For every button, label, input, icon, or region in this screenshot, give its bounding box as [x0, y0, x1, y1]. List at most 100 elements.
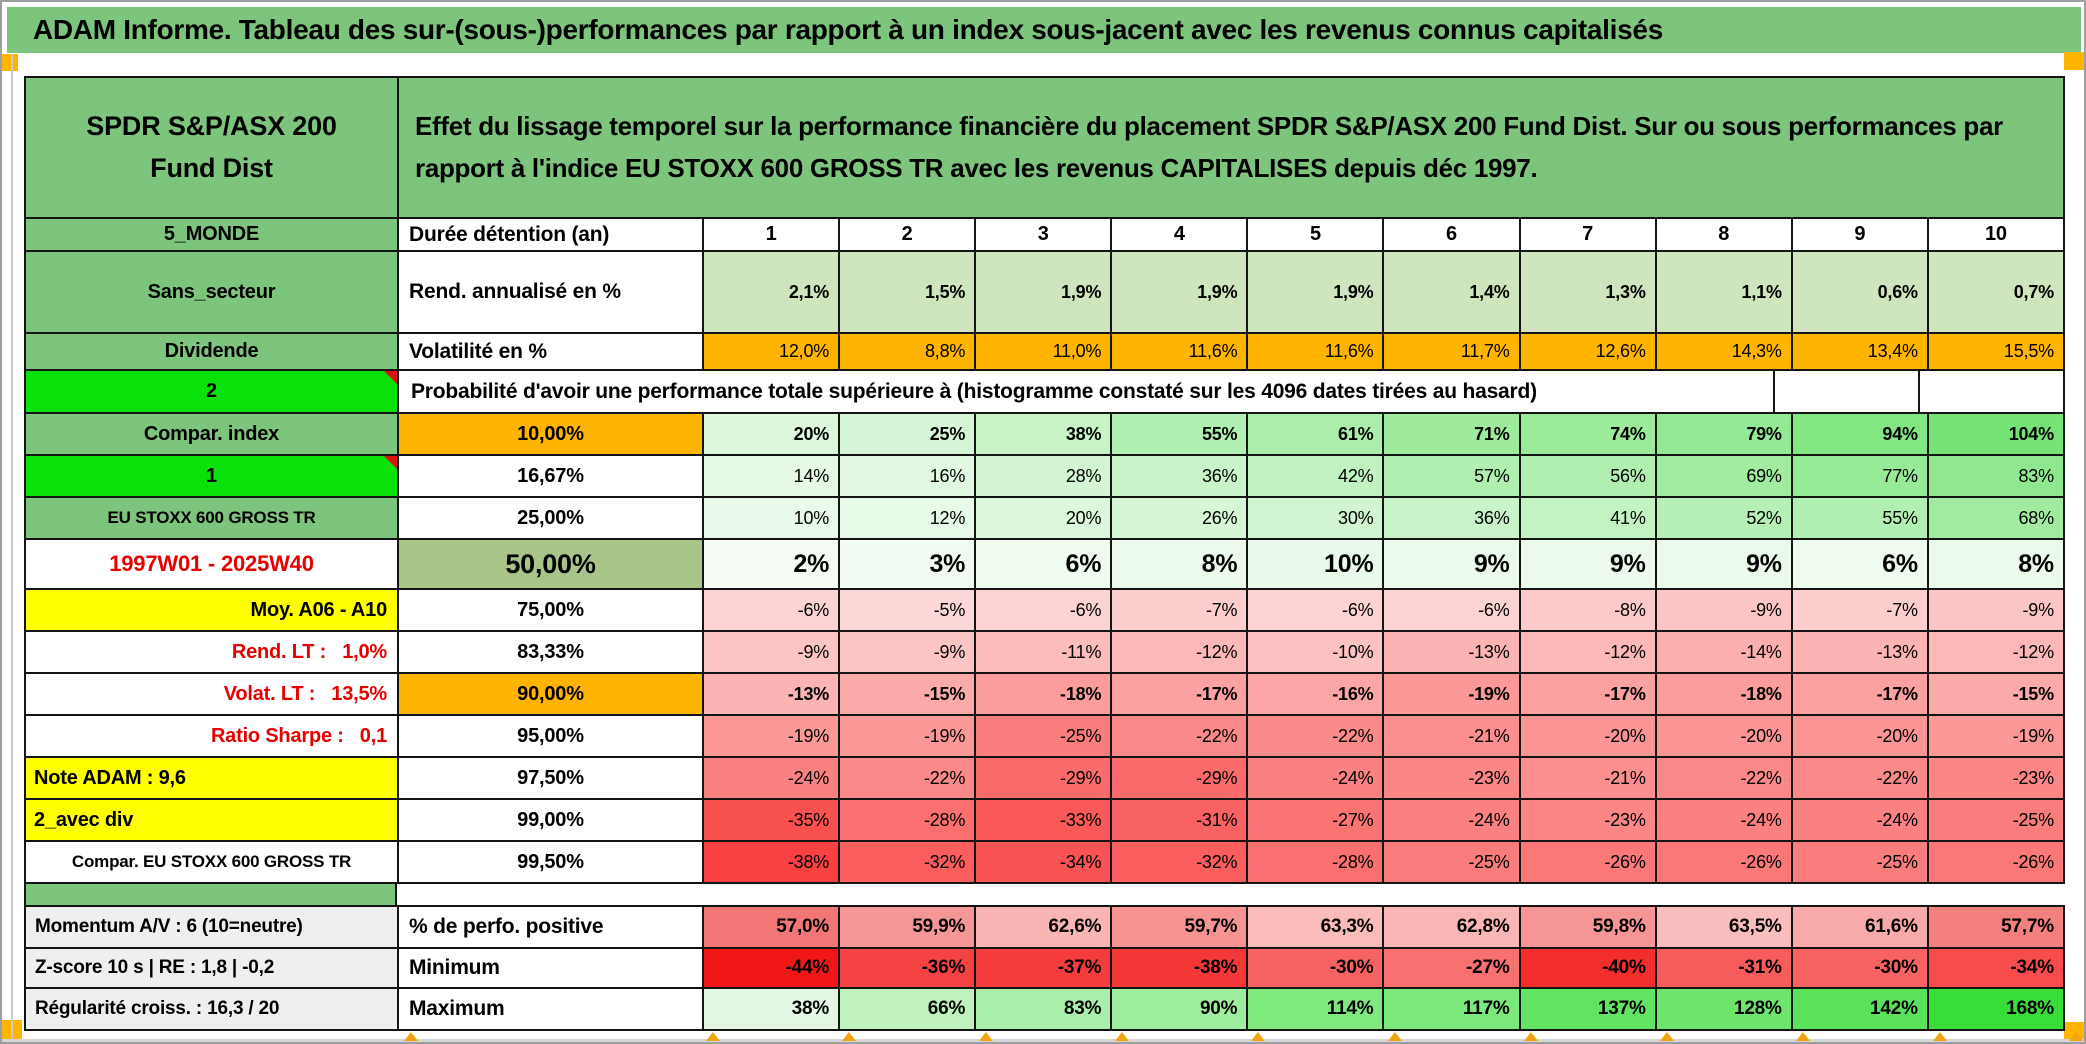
- row-header-cell[interactable]: 97,50%: [399, 758, 704, 800]
- stats-header-cell[interactable]: Minimum: [399, 949, 704, 989]
- data-cell[interactable]: -27%: [1384, 949, 1521, 989]
- data-cell[interactable]: 2%: [704, 540, 841, 590]
- data-cell[interactable]: 71%: [1384, 414, 1521, 456]
- data-cell[interactable]: -22%: [1112, 716, 1249, 758]
- data-cell[interactable]: 4: [1112, 219, 1249, 252]
- data-cell[interactable]: -17%: [1112, 674, 1249, 716]
- row-header-cell[interactable]: 16,67%: [399, 456, 704, 498]
- data-cell[interactable]: -10%: [1248, 632, 1385, 674]
- data-cell[interactable]: 36%: [1384, 498, 1521, 540]
- data-cell[interactable]: -21%: [1520, 758, 1657, 800]
- data-cell[interactable]: -30%: [1792, 949, 1929, 989]
- data-cell[interactable]: 137%: [1520, 989, 1657, 1031]
- stats-header-cell[interactable]: Maximum: [399, 989, 704, 1031]
- data-cell[interactable]: -14%: [1656, 632, 1793, 674]
- row-label-cell[interactable]: 5_MONDE: [26, 219, 399, 252]
- data-cell[interactable]: 2: [840, 219, 977, 252]
- row-label-cell[interactable]: Compar. EU STOXX 600 GROSS TR: [26, 842, 399, 884]
- data-cell[interactable]: -9%: [840, 632, 977, 674]
- data-cell[interactable]: 77%: [1792, 456, 1929, 498]
- data-cell[interactable]: -38%: [704, 842, 841, 884]
- data-cell[interactable]: -34%: [1928, 949, 2065, 989]
- data-cell[interactable]: -7%: [1792, 590, 1929, 632]
- data-cell[interactable]: -30%: [1248, 949, 1385, 989]
- data-cell[interactable]: -15%: [1928, 674, 2065, 716]
- data-cell[interactable]: 14%: [704, 456, 841, 498]
- data-cell[interactable]: 9%: [1384, 540, 1521, 590]
- data-cell[interactable]: 7: [1520, 219, 1657, 252]
- data-cell[interactable]: 20%: [704, 414, 841, 456]
- data-cell[interactable]: -19%: [1928, 716, 2065, 758]
- data-cell[interactable]: 16%: [840, 456, 977, 498]
- data-cell[interactable]: 12%: [840, 498, 977, 540]
- data-cell[interactable]: -25%: [1792, 842, 1929, 884]
- data-cell[interactable]: 69%: [1656, 456, 1793, 498]
- data-cell[interactable]: 3%: [840, 540, 977, 590]
- row-label-cell[interactable]: Note ADAM : 9,6: [26, 758, 399, 800]
- row-label-cell[interactable]: Sans_secteur: [26, 252, 399, 334]
- row-header-cell[interactable]: 99,00%: [399, 800, 704, 842]
- data-cell[interactable]: 9: [1792, 219, 1929, 252]
- data-cell[interactable]: -20%: [1520, 716, 1657, 758]
- data-cell[interactable]: -24%: [1792, 800, 1929, 842]
- data-cell[interactable]: -21%: [1384, 716, 1521, 758]
- row-label-cell[interactable]: 1997W01 - 2025W40: [26, 540, 399, 590]
- data-cell[interactable]: 61%: [1248, 414, 1385, 456]
- data-cell[interactable]: -20%: [1792, 716, 1929, 758]
- data-cell[interactable]: 57,7%: [1928, 907, 2065, 949]
- data-cell[interactable]: -22%: [1248, 716, 1385, 758]
- data-cell[interactable]: 117%: [1384, 989, 1521, 1031]
- data-cell[interactable]: 8%: [1112, 540, 1249, 590]
- data-cell[interactable]: -36%: [840, 949, 977, 989]
- data-cell[interactable]: -11%: [976, 632, 1113, 674]
- data-cell[interactable]: 36%: [1112, 456, 1249, 498]
- row-header-cell[interactable]: 10,00%: [399, 414, 704, 456]
- data-cell[interactable]: 66%: [840, 989, 977, 1031]
- data-cell[interactable]: -13%: [704, 674, 841, 716]
- data-cell[interactable]: 83%: [976, 989, 1113, 1031]
- data-cell[interactable]: -33%: [976, 800, 1113, 842]
- data-cell[interactable]: -32%: [840, 842, 977, 884]
- data-cell[interactable]: 14,3%: [1656, 334, 1793, 371]
- data-cell[interactable]: -38%: [1112, 949, 1249, 989]
- data-cell[interactable]: 57,0%: [704, 907, 841, 949]
- data-cell[interactable]: -24%: [1248, 758, 1385, 800]
- data-cell[interactable]: 104%: [1928, 414, 2065, 456]
- data-cell[interactable]: 168%: [1928, 989, 2065, 1031]
- data-cell[interactable]: -23%: [1520, 800, 1657, 842]
- row-label-cell[interactable]: Dividende: [26, 334, 399, 371]
- data-cell[interactable]: -8%: [1520, 590, 1657, 632]
- data-cell[interactable]: 6%: [1792, 540, 1929, 590]
- data-cell[interactable]: 2,1%: [704, 252, 841, 334]
- report-description-cell[interactable]: Effet du lissage temporel sur la perform…: [399, 78, 2065, 219]
- data-cell[interactable]: -26%: [1928, 842, 2065, 884]
- data-cell[interactable]: -6%: [1248, 590, 1385, 632]
- data-cell[interactable]: 57%: [1384, 456, 1521, 498]
- data-cell[interactable]: 62,8%: [1384, 907, 1521, 949]
- row-label-cell[interactable]: Compar. index: [26, 414, 399, 456]
- data-cell[interactable]: -40%: [1520, 949, 1657, 989]
- row-header-cell[interactable]: 50,00%: [399, 540, 704, 590]
- data-cell[interactable]: 79%: [1656, 414, 1793, 456]
- data-cell[interactable]: 5: [1248, 219, 1385, 252]
- data-cell[interactable]: -19%: [840, 716, 977, 758]
- row-header-cell[interactable]: 25,00%: [399, 498, 704, 540]
- data-cell[interactable]: -12%: [1928, 632, 2065, 674]
- data-cell[interactable]: 9%: [1520, 540, 1657, 590]
- data-cell[interactable]: -24%: [1656, 800, 1793, 842]
- row-header-cell[interactable]: 95,00%: [399, 716, 704, 758]
- data-cell[interactable]: 63,3%: [1248, 907, 1385, 949]
- data-cell[interactable]: 83%: [1928, 456, 2065, 498]
- data-cell[interactable]: -6%: [1384, 590, 1521, 632]
- data-cell[interactable]: 30%: [1248, 498, 1385, 540]
- data-cell[interactable]: -7%: [1112, 590, 1249, 632]
- row-label-cell[interactable]: Rend. LT : 1,0%: [26, 632, 399, 674]
- data-cell[interactable]: 94%: [1792, 414, 1929, 456]
- data-cell[interactable]: -23%: [1384, 758, 1521, 800]
- data-cell[interactable]: 10%: [1248, 540, 1385, 590]
- data-cell[interactable]: 68%: [1928, 498, 2065, 540]
- data-cell[interactable]: -12%: [1112, 632, 1249, 674]
- data-cell[interactable]: -6%: [704, 590, 841, 632]
- data-cell[interactable]: -18%: [1656, 674, 1793, 716]
- data-cell[interactable]: -29%: [1112, 758, 1249, 800]
